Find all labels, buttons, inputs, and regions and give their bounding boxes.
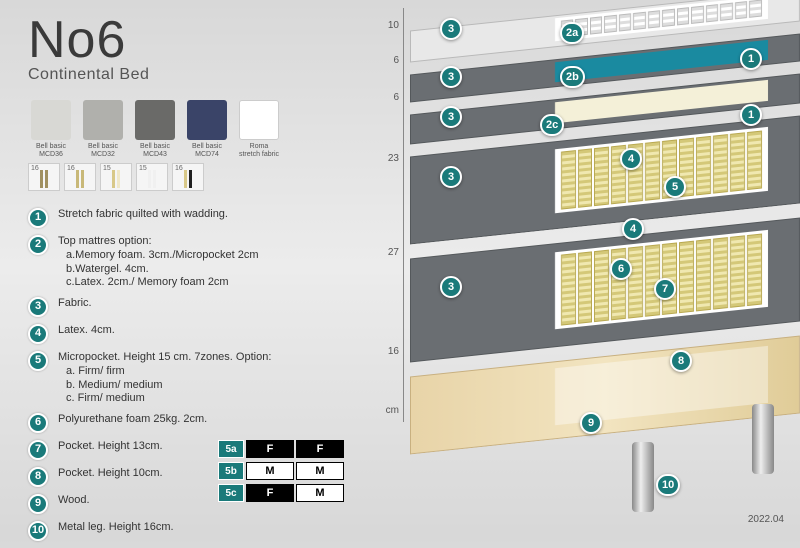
height-label: 6: [370, 78, 404, 116]
height-label: 10: [370, 8, 404, 42]
legend-badge: 6: [28, 413, 48, 433]
swatch: Romastretch fabric: [236, 100, 282, 158]
legend-badge: 5: [28, 351, 48, 371]
swatch: Bell basicMCD43: [132, 100, 178, 158]
metal-leg-icon: [632, 442, 654, 512]
legend-text: Polyurethane foam 25kg. 2cm.: [58, 413, 328, 427]
mattress-layer: [410, 356, 800, 434]
diagram-marker: 3: [440, 66, 462, 88]
height-label: 23: [370, 116, 404, 200]
leg-thumbnail: 15: [100, 163, 132, 191]
leg-thumbnail: 16: [28, 163, 60, 191]
legend-badge: 7: [28, 440, 48, 460]
legend-badge: 1: [28, 208, 48, 228]
fabric-swatches: Bell basicMCD36Bell basicMCD32Bell basic…: [28, 100, 282, 158]
legend-text: Fabric.: [58, 297, 328, 311]
legend-text: Latex. 4cm.: [58, 324, 328, 338]
diagram-marker: 3: [440, 166, 462, 188]
legend-badge: 8: [28, 467, 48, 487]
product-subtitle: Continental Bed: [28, 66, 149, 84]
diagram-marker: 4: [622, 218, 644, 240]
legend-text: Top mattres option:a.Memory foam. 3cm./M…: [58, 235, 328, 290]
firmness-row: 5cFM: [218, 484, 344, 502]
legend-text: Micropocket. Height 15 cm. 7zones. Optio…: [58, 351, 328, 406]
layer-height-scale: 1066232716cm: [370, 8, 404, 422]
diagram-marker: 10: [656, 474, 680, 496]
exploded-layers: 3 2a 1 3 2b 3 2c 1 4 3 54 6 3 7 8 9 10: [410, 4, 800, 524]
leg-option-thumbnails: 1616151516: [28, 163, 204, 191]
legend-item: 1 Stretch fabric quilted with wadding.: [28, 208, 328, 228]
legend-item: 6 Polyurethane foam 25kg. 2cm.: [28, 413, 328, 433]
leg-thumbnail: 16: [64, 163, 96, 191]
legend-item: 2 Top mattres option:a.Memory foam. 3cm./…: [28, 235, 328, 290]
leg-thumbnail: 16: [172, 163, 204, 191]
diagram-marker: 3: [440, 106, 462, 128]
swatch: Bell basicMCD36: [28, 100, 74, 158]
legend-badge: 4: [28, 324, 48, 344]
title-block: No6 Continental Bed: [28, 10, 149, 84]
height-label: 6: [370, 42, 404, 78]
firmness-row: 5bMM: [218, 462, 344, 480]
diagram-marker: 2a: [560, 22, 584, 44]
diagram-marker: 5: [664, 176, 686, 198]
mattress-layer: [410, 10, 800, 42]
legend-badge: 10: [28, 521, 48, 541]
diagram-marker: 1: [740, 48, 762, 70]
diagram-marker: 9: [580, 412, 602, 434]
diagram-marker: 4: [620, 148, 642, 170]
legend-item: 4 Latex. 4cm.: [28, 324, 328, 344]
firmness-row: 5aFF: [218, 440, 344, 458]
diagram-marker: 8: [670, 350, 692, 372]
diagram-marker: 6: [610, 258, 632, 280]
firmness-option-table: 5aFF 5bMM 5cFM: [218, 440, 344, 506]
metal-leg-icon: [752, 404, 774, 474]
height-label: cm: [370, 398, 404, 422]
legend-badge: 9: [28, 494, 48, 514]
swatch: Bell basicMCD32: [80, 100, 126, 158]
diagram-marker: 2c: [540, 114, 564, 136]
diagram-marker: 7: [654, 278, 676, 300]
exploded-diagram: 1066232716cm 32a132b32c143546378910: [370, 0, 800, 533]
diagram-marker: 1: [740, 104, 762, 126]
swatch: Bell basicMCD74: [184, 100, 230, 158]
legend-item: 5 Micropocket. Height 15 cm. 7zones. Opti…: [28, 351, 328, 406]
legend-badge: 2: [28, 235, 48, 255]
legend-item: 3 Fabric.: [28, 297, 328, 317]
legend-text: Stretch fabric quilted with wadding.: [58, 208, 328, 222]
diagram-marker: 3: [440, 276, 462, 298]
legend-badge: 3: [28, 297, 48, 317]
diagram-marker: 3: [440, 18, 462, 40]
diagram-marker: 2b: [560, 66, 585, 88]
legend-item: 10Metal leg. Height 16cm.: [28, 521, 328, 541]
mattress-layer: [410, 136, 800, 224]
height-label: 27: [370, 200, 404, 304]
date-stamp: 2022.04: [748, 514, 784, 525]
product-name: No6: [28, 10, 149, 70]
leg-thumbnail: 15: [136, 163, 168, 191]
mattress-layer: [410, 238, 800, 342]
height-label: 16: [370, 304, 404, 398]
